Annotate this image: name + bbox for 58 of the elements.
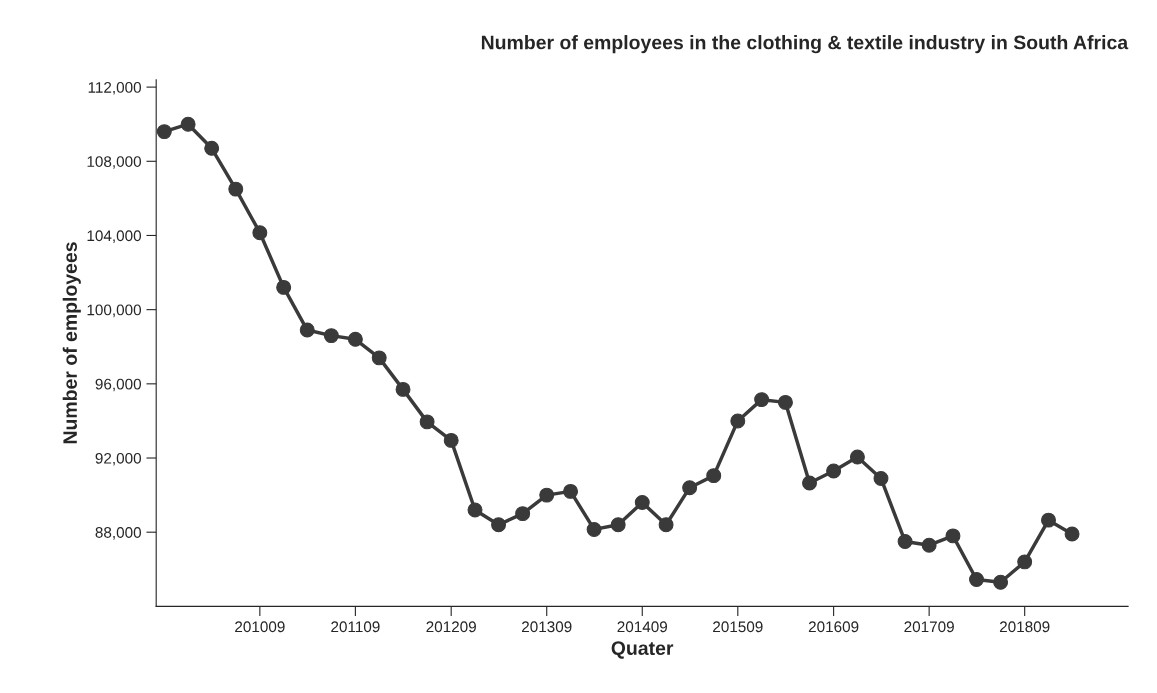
point — [777, 394, 793, 410]
point — [539, 487, 555, 503]
x-tick-label: 201609 — [808, 621, 859, 633]
point — [634, 495, 650, 510]
point — [491, 517, 507, 533]
point — [849, 449, 865, 465]
point — [156, 124, 172, 140]
point — [682, 480, 698, 496]
y-tick-label: 104,000 — [87, 230, 142, 243]
point — [1017, 554, 1033, 570]
point — [443, 432, 459, 448]
point — [204, 140, 220, 156]
point — [323, 328, 339, 344]
point — [276, 279, 292, 295]
point — [228, 181, 244, 197]
point — [1041, 512, 1056, 528]
x-tick-label: 201709 — [904, 621, 954, 633]
x-tick-label: 201109 — [331, 621, 380, 633]
x-tick-label: 201209 — [426, 621, 476, 633]
point — [873, 470, 889, 486]
y-tick-label: 108,000 — [87, 156, 142, 169]
point — [347, 331, 363, 347]
x-tick-label: 201309 — [522, 621, 572, 633]
point — [563, 483, 579, 499]
point — [706, 468, 722, 484]
point — [252, 225, 268, 241]
point — [180, 116, 196, 132]
y-tick-label: 92,000 — [95, 452, 142, 466]
point — [419, 414, 435, 430]
x-tick-label: 201509 — [713, 621, 763, 633]
point — [515, 506, 531, 522]
point — [371, 350, 387, 366]
point — [945, 528, 961, 544]
y-tick-label: 100,000 — [87, 304, 142, 318]
point — [754, 392, 770, 408]
y-tick-label: 96,000 — [95, 378, 142, 392]
point — [826, 463, 842, 479]
x-axis-title: Quater — [611, 641, 674, 659]
y-tick-label: 88,000 — [95, 527, 142, 540]
point — [802, 475, 817, 491]
point — [1064, 526, 1080, 542]
y-axis-title: Number of employees — [62, 242, 81, 444]
point — [467, 502, 483, 518]
point — [395, 381, 411, 397]
point — [993, 574, 1009, 590]
point — [610, 517, 626, 533]
point — [921, 537, 937, 553]
x-tick-label: 201809 — [999, 621, 1050, 633]
chart-title: Number of employees in the clothing & textile industry in South Africa — [481, 35, 1129, 54]
point — [658, 517, 674, 533]
point — [299, 322, 315, 338]
point — [897, 534, 913, 549]
point — [730, 413, 746, 429]
x-tick-label: 201009 — [235, 621, 285, 633]
y-tick-label: 112,000 — [88, 81, 142, 95]
point — [969, 572, 984, 587]
point — [586, 521, 602, 537]
x-tick-label: 201409 — [617, 621, 668, 633]
